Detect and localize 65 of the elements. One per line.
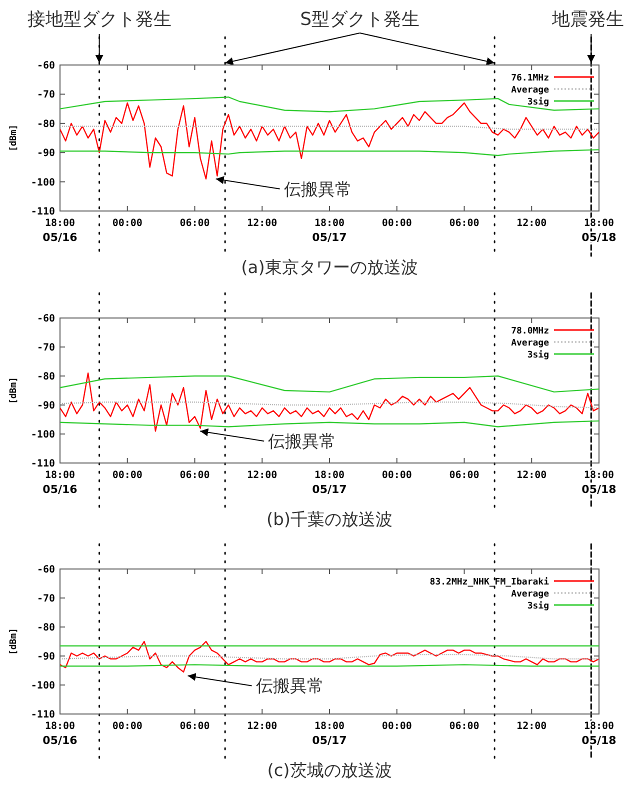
ref-line-label: 地震発生	[551, 9, 624, 30]
annotation: 伝搬異常	[268, 432, 336, 452]
legend-label: Average	[511, 86, 550, 96]
x-tick-label: 18:00 05/16	[42, 721, 78, 747]
y-tick-label: -100	[30, 177, 55, 188]
x-tick-label: 06:00	[180, 470, 210, 481]
x-tick-label: 18:00 05/16	[42, 470, 78, 496]
y-axis-title: [dBm]	[9, 124, 19, 152]
x-axis-title: (c)茨城の放送波	[267, 761, 392, 781]
y-tick-label: -60	[36, 60, 55, 72]
y-tick-label: -100	[30, 680, 55, 692]
ref-line-label: 接地型ダクト発生	[27, 9, 172, 30]
x-tick-label: 18:00 05/18	[582, 470, 616, 496]
x-tick-label: 18:00 05/18	[582, 721, 616, 747]
x-tick-label: 00:00	[112, 470, 142, 481]
x-tick-label: 12:00	[247, 470, 278, 481]
x-tick-label: 18:00 05/17	[312, 721, 347, 747]
y-tick-label: -70	[36, 342, 55, 354]
annotation: 伝搬異常	[284, 180, 352, 200]
y-tick-label: -100	[30, 430, 55, 440]
x-tick-label: 00:00	[382, 218, 412, 229]
y-axis-title: [dBm]	[9, 376, 19, 404]
x-tick-label: 00:00	[112, 721, 142, 732]
y-tick-label: -70	[36, 594, 55, 604]
y-tick-label: -90	[36, 148, 55, 160]
x-tick-label: 12:00	[516, 470, 547, 481]
annotation: 伝搬異常	[256, 676, 324, 697]
legend-label: Average	[511, 338, 550, 348]
y-tick-label: -90	[36, 652, 55, 662]
legend-label: 3sig	[527, 600, 549, 612]
x-tick-label: 12:00	[247, 218, 278, 229]
legend-label: 83.2MHz_NHK_FM_Ibaraki	[430, 576, 550, 588]
x-tick-label: 18:00 05/17	[312, 218, 347, 244]
x-tick-label: 12:00	[516, 721, 547, 732]
y-tick-label: -110	[30, 458, 55, 470]
y-tick-label: -80	[36, 622, 55, 634]
y-tick-label: -60	[36, 564, 55, 576]
x-tick-label: 06:00	[449, 218, 480, 229]
x-tick-label: 18:00 05/16	[42, 218, 78, 244]
x-tick-label: 06:00	[180, 721, 210, 732]
x-tick-label: 00:00	[382, 470, 412, 481]
y-tick-label: -80	[36, 118, 55, 130]
x-tick-label: 00:00	[382, 721, 412, 732]
x-tick-label: 18:00 05/17	[312, 470, 347, 496]
legend-label: 76.1MHz	[511, 74, 549, 84]
legend-label: 3sig	[527, 350, 549, 360]
legend-label: 78.0MHz	[511, 326, 549, 336]
y-tick-label: -70	[36, 90, 55, 101]
x-tick-label: 06:00	[180, 218, 210, 229]
x-tick-label: 06:00	[449, 721, 480, 732]
y-axis-title: [dBm]	[9, 628, 19, 656]
y-tick-label: -60	[36, 314, 55, 324]
x-tick-label: 12:00	[247, 721, 278, 732]
y-tick-label: -80	[36, 372, 55, 382]
y-tick-label: -110	[30, 710, 55, 720]
x-tick-label: 12:00	[516, 218, 547, 229]
x-axis-title: (a)東京タワーの放送波	[241, 258, 418, 278]
x-tick-label: 06:00	[449, 470, 480, 481]
y-tick-label: -110	[30, 206, 55, 218]
x-axis-title: (b)千葉の放送波	[266, 510, 393, 530]
legend-label: 3sig	[527, 96, 549, 108]
x-tick-label: 00:00	[112, 218, 142, 229]
legend-label: Average	[511, 590, 550, 600]
ref-line-label: S型ダクト発生	[300, 9, 420, 30]
y-tick-label: -90	[36, 400, 55, 412]
